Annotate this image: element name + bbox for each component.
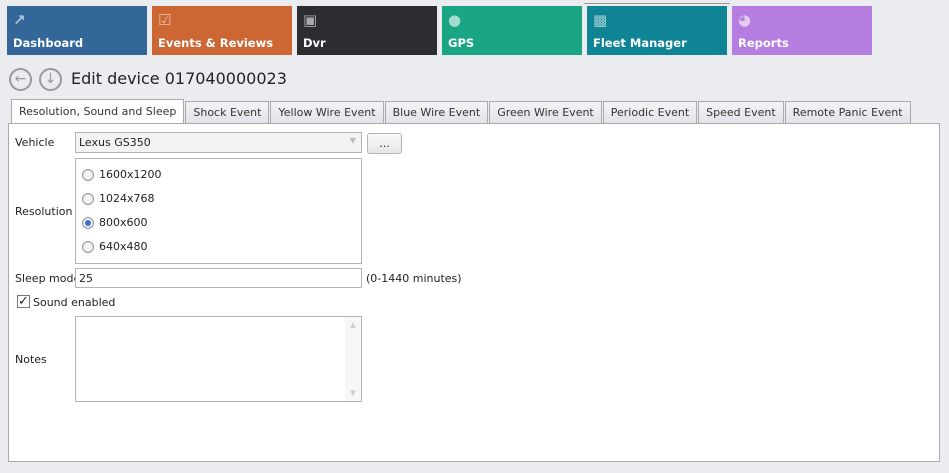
sleep-mode-label: Sleep mode bbox=[15, 272, 81, 285]
radio-button[interactable] bbox=[82, 240, 94, 253]
sleep-mode-hint: (0-1440 minutes) bbox=[366, 272, 462, 285]
arrow-left-icon: ← bbox=[14, 71, 27, 87]
selected-tile-indicator bbox=[584, 3, 730, 4]
nav-tile-label: Fleet Manager bbox=[593, 36, 687, 50]
back-button[interactable]: ← bbox=[9, 68, 32, 91]
resolution-option-640x480[interactable]: 640x480 bbox=[82, 240, 148, 253]
nav-tile-events-reviews[interactable]: ☑ Events & Reviews bbox=[152, 6, 292, 55]
scroll-up-icon: ▲ bbox=[350, 321, 356, 329]
sleep-mode-input[interactable]: 25 bbox=[75, 268, 362, 288]
nav-tile-dvr[interactable]: ▣ Dvr bbox=[297, 6, 437, 55]
nav-tile-label: GPS bbox=[448, 36, 475, 50]
resolution-option-1600x1200[interactable]: 1600x1200 bbox=[82, 168, 162, 181]
chevron-down-icon: ▼ bbox=[349, 136, 356, 145]
tab-shock-event[interactable]: Shock Event bbox=[185, 101, 270, 123]
vehicle-label: Vehicle bbox=[15, 136, 55, 149]
sound-enabled-label: Sound enabled bbox=[33, 296, 116, 309]
radio-button[interactable] bbox=[82, 216, 94, 229]
radio-button[interactable] bbox=[82, 192, 94, 205]
resolution-option-label: 1600x1200 bbox=[99, 168, 162, 181]
resolution-option-800x600[interactable]: 800x600 bbox=[82, 216, 148, 229]
resolution-label: Resolution bbox=[15, 205, 73, 218]
tab-green-wire-event[interactable]: Green Wire Event bbox=[489, 101, 602, 123]
nav-tile-gps[interactable]: ● GPS bbox=[442, 6, 582, 55]
resolution-option-1024x768[interactable]: 1024x768 bbox=[82, 192, 155, 205]
resolution-group bbox=[75, 158, 362, 264]
tab-speed-event[interactable]: Speed Event bbox=[698, 101, 784, 123]
tab-blue-wire-event[interactable]: Blue Wire Event bbox=[384, 101, 489, 123]
notes-scrollbar[interactable]: ▲ ▼ bbox=[345, 317, 361, 401]
notes-textarea[interactable]: ▲ ▼ bbox=[75, 316, 362, 402]
resolution-option-label: 800x600 bbox=[99, 216, 148, 229]
cars-icon: ▩ bbox=[593, 11, 608, 29]
tab-yellow-wire-event[interactable]: Yellow Wire Event bbox=[270, 101, 384, 123]
browse-vehicle-button[interactable]: ... bbox=[367, 133, 402, 154]
nav-tile-label: Reports bbox=[738, 36, 789, 50]
map-pin-icon: ● bbox=[448, 11, 462, 29]
pie-chart-icon: ◕ bbox=[738, 11, 752, 29]
nav-tile-dashboard[interactable]: ↗ Dashboard bbox=[7, 6, 147, 55]
vehicle-value: Lexus GS350 bbox=[79, 136, 151, 149]
vehicle-select[interactable]: Lexus GS350 ▼ bbox=[75, 132, 362, 153]
tab-remote-panic-event[interactable]: Remote Panic Event bbox=[784, 101, 911, 123]
clipboard-icon: ☑ bbox=[158, 11, 172, 29]
resolution-option-label: 640x480 bbox=[99, 240, 148, 253]
resolution-option-label: 1024x768 bbox=[99, 192, 155, 205]
tab-resolution-sound-and-sleep[interactable]: Resolution, Sound and Sleep bbox=[11, 99, 185, 123]
nav-tile-label: Events & Reviews bbox=[158, 36, 274, 50]
scroll-down-icon: ▼ bbox=[350, 389, 356, 397]
nav-tile-fleet-manager[interactable]: ▩ Fleet Manager bbox=[587, 6, 727, 55]
nav-tile-label: Dvr bbox=[303, 36, 326, 50]
chart-icon: ↗ bbox=[13, 11, 26, 29]
arrow-down-icon: ↓ bbox=[44, 71, 57, 87]
checkmark-icon: ✓ bbox=[18, 294, 29, 309]
tab-periodic-event[interactable]: Periodic Event bbox=[602, 101, 698, 123]
down-button[interactable]: ↓ bbox=[39, 68, 62, 91]
merge-logo-icon: ▣ bbox=[303, 11, 318, 29]
tab-bar: Resolution, Sound and Sleep Shock Event Ye… bbox=[11, 99, 912, 123]
nav-tile-label: Dashboard bbox=[13, 36, 84, 50]
radio-button[interactable] bbox=[82, 168, 94, 181]
notes-label: Notes bbox=[15, 353, 47, 366]
sound-enabled-checkbox[interactable]: ✓ bbox=[17, 295, 30, 308]
nav-tile-reports[interactable]: ◕ Reports bbox=[732, 6, 872, 55]
page-title: Edit device 017040000023 bbox=[71, 69, 287, 88]
